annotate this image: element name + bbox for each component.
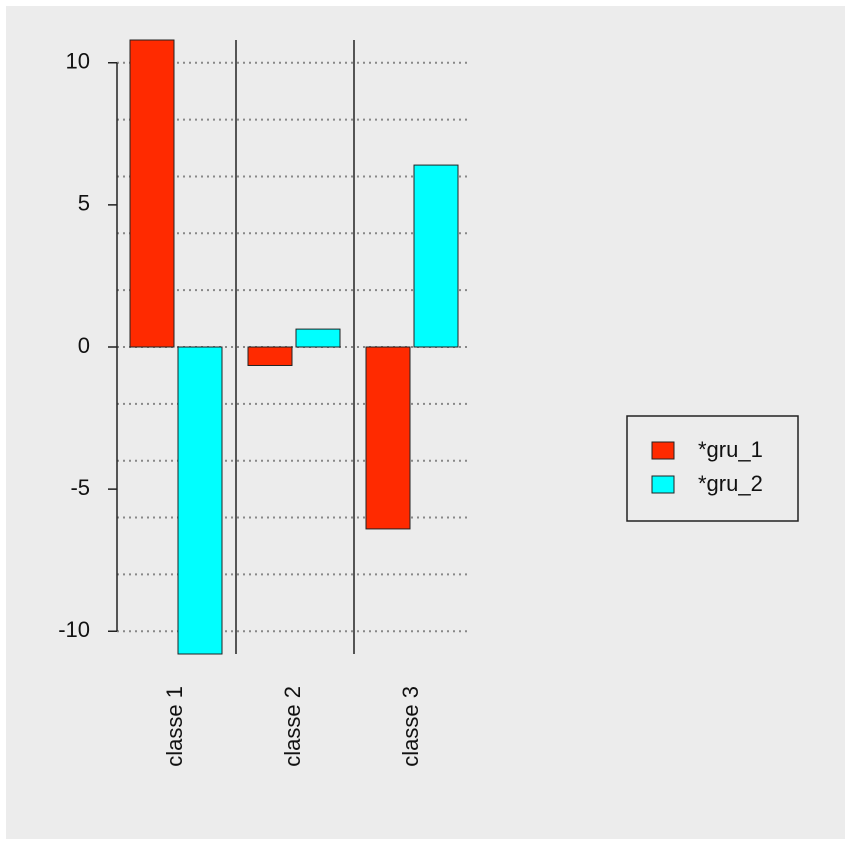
bar: [247, 346, 293, 366]
x-tick-label: classe 1: [162, 686, 187, 767]
y-tick-label: -5: [70, 475, 90, 500]
bar: [365, 346, 411, 530]
legend-label: *gru_1: [698, 437, 763, 462]
y-tick-label: 10: [66, 49, 90, 74]
y-tick-label: 0: [78, 333, 90, 358]
legend-label: *gru_2: [698, 471, 763, 496]
y-tick-label: 5: [78, 191, 90, 216]
y-tick-label: -10: [58, 617, 90, 642]
legend-swatch: [651, 475, 675, 494]
legend-box: [626, 415, 799, 522]
x-tick-label: classe 2: [280, 686, 305, 767]
bar: [177, 346, 223, 655]
x-tick-label: classe 3: [398, 686, 423, 767]
bar: [413, 164, 459, 348]
bar: [129, 39, 175, 348]
legend-swatch: [651, 441, 675, 460]
bar: [295, 328, 341, 348]
